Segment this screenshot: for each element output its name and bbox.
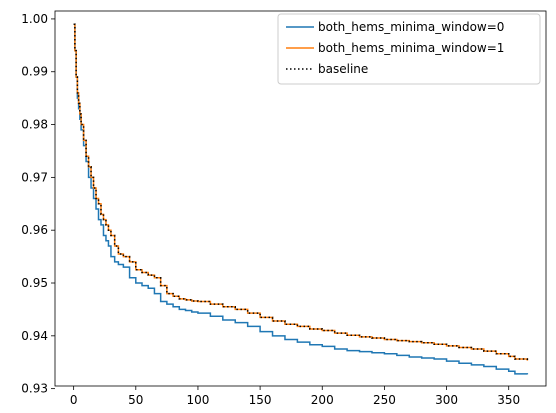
plot-frame: [54, 10, 547, 387]
y-axis: 0.93 0.94 0.95 0.96 0.97 0.98 0.99 1.00: [21, 12, 55, 396]
legend-label-series-1: both_hems_minima_window=1: [318, 41, 504, 55]
y-tick-label-4: 0.97: [21, 170, 48, 184]
x-axis: 0 50 100 150 200 250 300 350: [70, 386, 520, 407]
series-layer: [73, 23, 529, 375]
series-line-0: [73, 23, 529, 375]
y-tick-label-6: 0.99: [21, 65, 48, 79]
y-tick-label-1: 0.94: [21, 329, 48, 343]
y-tick-label-0: 0.93: [21, 382, 48, 396]
y-tick-label-7: 1.00: [21, 12, 48, 26]
legend-box: [277, 13, 541, 85]
x-tick-label-6: 300: [435, 393, 458, 407]
y-tick-label-3: 0.96: [21, 223, 48, 237]
x-tick-label-3: 150: [249, 393, 272, 407]
x-tick-label-4: 200: [311, 393, 334, 407]
legend: both_hems_minima_window=0 both_hems_mini…: [277, 13, 541, 85]
x-tick-label-7: 350: [497, 393, 520, 407]
x-tick-label-0: 0: [70, 393, 78, 407]
x-tick-label-2: 100: [186, 393, 209, 407]
series-line-2: [73, 23, 529, 361]
x-tick-label-5: 250: [373, 393, 396, 407]
y-tick-label-5: 0.98: [21, 118, 48, 132]
legend-label-series-0: both_hems_minima_window=0: [318, 20, 504, 34]
x-tick-label-1: 50: [128, 393, 143, 407]
legend-label-series-2: baseline: [318, 62, 368, 76]
y-tick-label-2: 0.95: [21, 276, 48, 290]
